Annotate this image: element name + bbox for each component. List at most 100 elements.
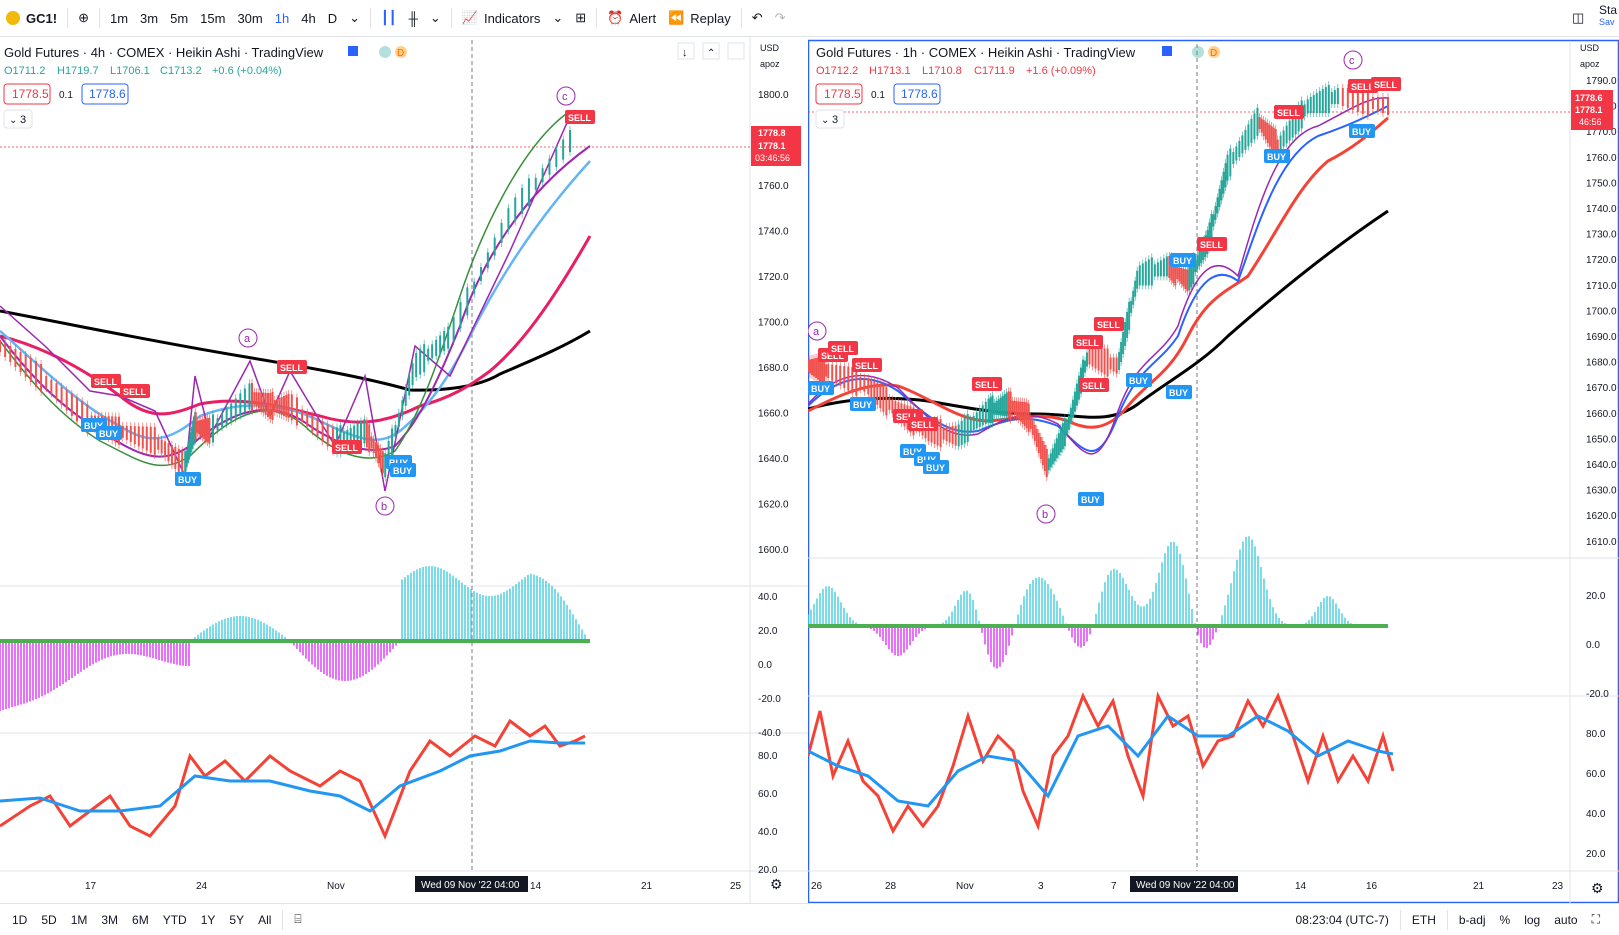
rsi-axis[interactable]: 80.0 60.0 40.0 20.0 <box>758 751 778 876</box>
candle-body <box>248 383 251 410</box>
indicators-button[interactable]: 📈 Indicators <box>456 0 547 36</box>
range-1y[interactable]: 1Y <box>200 912 216 927</box>
candle-body <box>945 427 948 442</box>
candle-body <box>29 357 32 382</box>
clock-time[interactable]: 08:23:04 (UTC-7) <box>1295 912 1389 927</box>
maximize-pane-icon[interactable] <box>727 42 745 60</box>
candle-body <box>363 419 366 444</box>
svg-text:D: D <box>397 48 404 59</box>
time-axis[interactable]: 17 24 Nov 14 21 25 <box>85 881 742 892</box>
percent-toggle[interactable]: % <box>1499 912 1511 927</box>
buy-signal <box>1349 124 1375 138</box>
axis-tick-label: 1760.0 <box>1586 153 1617 164</box>
redo-icon[interactable]: ↷ <box>774 10 786 25</box>
candle-body <box>1049 453 1052 468</box>
candle-body <box>1318 91 1321 114</box>
candle-body <box>569 130 571 152</box>
layout-panel-icon[interactable]: ◫ <box>1572 10 1585 25</box>
time-axis[interactable]: 26 28 Nov 3 7 14 16 21 23 <box>811 881 1564 892</box>
candle-body <box>211 414 214 443</box>
range-3m[interactable]: 3M <box>101 912 119 927</box>
log-toggle[interactable]: log <box>1524 912 1541 927</box>
candle-body <box>997 399 1000 416</box>
interval-1h[interactable]: 1h <box>274 10 290 26</box>
candle-body <box>1051 448 1054 465</box>
wave-b-text: b <box>381 501 387 513</box>
signal-text: SELL <box>831 344 855 354</box>
settings-gear-icon[interactable]: ⚙ <box>1591 880 1604 896</box>
currency-label[interactable]: USD <box>760 43 780 53</box>
wave-label-a <box>808 321 827 341</box>
range-ytd[interactable]: YTD <box>162 912 187 927</box>
interval-15m[interactable]: 15m <box>200 10 226 26</box>
range-1m[interactable]: 1M <box>70 912 88 927</box>
sell-price-button[interactable] <box>3 83 51 105</box>
scale-mode-label[interactable]: apoz <box>760 59 780 69</box>
chevron-down-icon[interactable]: ⌄ <box>429 10 441 25</box>
candles-style-icon[interactable]: ┃┃ <box>380 10 397 25</box>
signal-text: SELL <box>1277 108 1301 118</box>
right-chart-pane[interactable]: Gold Futures · 1h · COMEX · Heikin Ashi … <box>808 36 1619 903</box>
rsi-axis[interactable]: 80.0 60.0 40.0 20.0 <box>1586 729 1606 860</box>
currency-label[interactable]: USD <box>1580 43 1600 53</box>
macd-axis[interactable]: 40.0 20.0 0.0 -20.0 -40.0 <box>758 592 781 739</box>
candle-body <box>1003 394 1006 417</box>
settings-gear-icon[interactable]: ⚙ <box>770 876 783 892</box>
candle-body <box>975 412 978 429</box>
left-chart-pane[interactable]: Gold Futures · 4h · COMEX · Heikin Ashi … <box>0 36 808 903</box>
templates-grid-icon[interactable]: ⊞ <box>575 10 587 25</box>
replay-button[interactable]: ⏪ Replay <box>662 0 737 36</box>
range-6m[interactable]: 6M <box>132 912 149 927</box>
move-pane-down-icon[interactable] <box>677 42 695 60</box>
chevron-down-icon[interactable]: ⌄ <box>349 10 360 25</box>
scale-mode-label[interactable]: apoz <box>1580 59 1600 69</box>
sell-price-button[interactable] <box>815 83 863 105</box>
range-5y[interactable]: 5Y <box>229 912 245 927</box>
candle-body <box>811 359 814 376</box>
candle-body <box>466 287 469 316</box>
signal-text: BUY <box>903 447 922 457</box>
macd-axis[interactable]: 20.0 0.0 -20.0 <box>1586 591 1609 700</box>
candle-body <box>1366 87 1369 116</box>
symbol-search[interactable]: GC1! <box>0 0 63 36</box>
fullscreen-icon[interactable]: ⛶ <box>1591 912 1600 926</box>
adjustment-toggle[interactable]: b-adj <box>1458 912 1486 927</box>
auto-toggle[interactable]: auto <box>1554 912 1578 927</box>
candle-body <box>1351 87 1354 110</box>
alert-button[interactable]: ⏰ Alert <box>601 0 662 36</box>
signal-text: BUY <box>84 421 103 431</box>
right-corner-label[interactable]: Sta Sav <box>1599 4 1617 28</box>
collapse-pane-icon[interactable] <box>702 42 720 60</box>
candle-body <box>1094 348 1097 369</box>
range-1d[interactable]: 1D <box>12 912 28 927</box>
range-5d[interactable]: 5D <box>41 912 57 927</box>
interval-1m[interactable]: 1m <box>109 10 129 26</box>
interval-d[interactable]: D <box>327 10 338 26</box>
ask-price: 1778.6 <box>901 87 938 101</box>
bars-style-icon[interactable]: ╫ <box>408 10 418 26</box>
buy-price-button[interactable] <box>893 83 941 105</box>
session-toggle[interactable]: ETH <box>1411 912 1436 927</box>
interval-5m[interactable]: 5m <box>170 10 189 26</box>
price-tag-value-1: 1778.6 <box>1575 93 1603 103</box>
indicators-collapse-button[interactable] <box>815 109 845 129</box>
price-axis[interactable]: 1790.01780.01770.01760.01750.01740.01730… <box>1586 76 1617 548</box>
candle-body <box>821 356 824 383</box>
buy-price-button[interactable] <box>81 83 129 105</box>
interval-3m[interactable]: 3m <box>140 10 159 26</box>
interval-30m[interactable]: 30m <box>237 10 263 26</box>
range-all[interactable]: All <box>258 912 272 927</box>
price-axis[interactable]: 1800.01780.01760.01740.01720.01700.01680… <box>758 90 789 556</box>
candle-body <box>427 348 430 361</box>
compare-add-icon[interactable]: ⊕ <box>78 10 89 25</box>
date-range-icon[interactable]: ⌸ <box>294 912 302 926</box>
candle-body <box>562 139 565 160</box>
indicators-collapse-button[interactable] <box>3 109 33 129</box>
axis-tick-label: 1610.0 <box>1586 537 1617 548</box>
undo-icon[interactable]: ↶ <box>751 10 763 25</box>
candle-body <box>287 394 290 418</box>
interval-4h[interactable]: 4h <box>301 10 316 26</box>
candle-body <box>1371 96 1374 109</box>
chevron-down-icon[interactable]: ⌄ <box>552 10 564 25</box>
candle-body <box>1262 120 1265 137</box>
